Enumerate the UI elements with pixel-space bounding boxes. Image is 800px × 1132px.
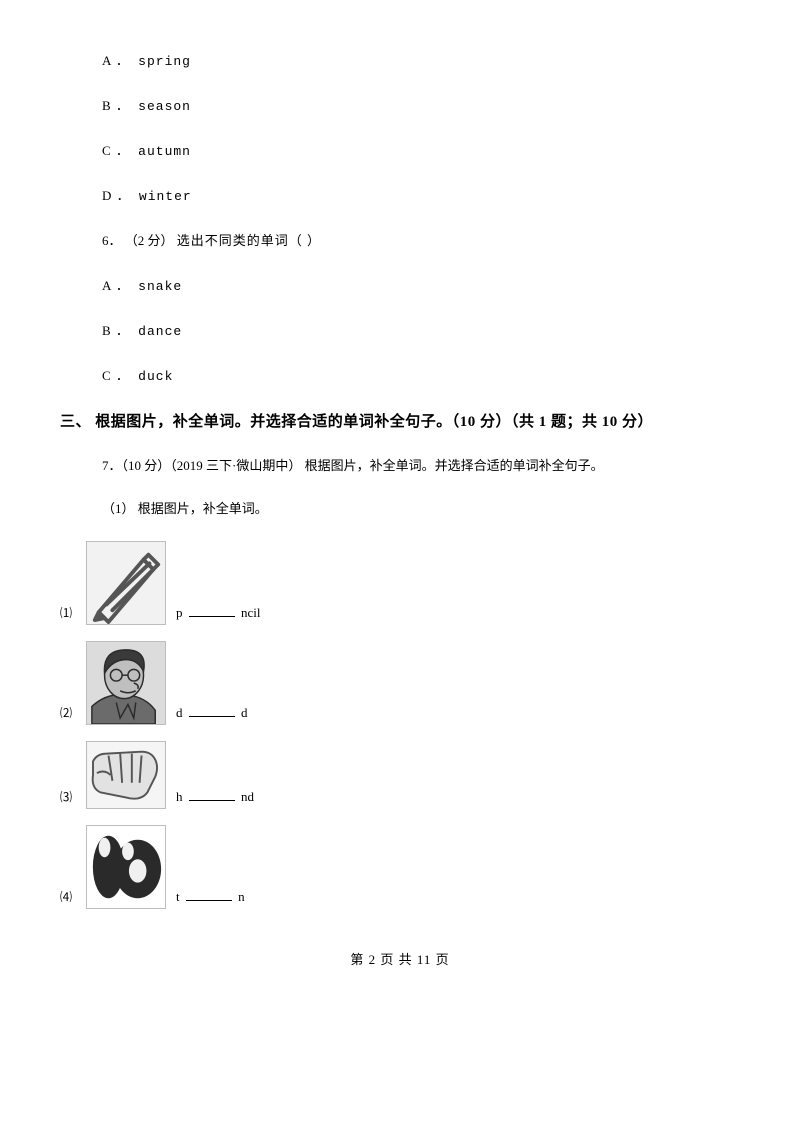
- q6-points: （2 分）: [125, 233, 174, 248]
- option-word: winter: [139, 189, 192, 204]
- hand-image: [86, 741, 166, 809]
- blank-line[interactable]: [189, 788, 235, 801]
- option-word: snake: [138, 279, 182, 294]
- q6-stem: 选出不同类的单词（ ）: [177, 233, 321, 248]
- q7-item-1: ⑴ p ncil: [60, 541, 740, 625]
- q7-item-4: ⑷ t n: [60, 825, 740, 909]
- fill-prefix: t: [176, 889, 180, 904]
- q6-option-c: C ． duck: [102, 365, 740, 384]
- q6-option-b: B ． dance: [102, 320, 740, 339]
- question-7-sub: （1） 根据图片，补全单词。: [102, 498, 740, 517]
- fill-in-blank: d d: [176, 704, 248, 721]
- option-label: A ．: [102, 53, 130, 68]
- fill-suffix: d: [241, 705, 248, 720]
- q5-option-d: D ． winter: [102, 185, 740, 204]
- q5-option-b: B ． season: [102, 95, 740, 114]
- option-word: spring: [138, 54, 191, 69]
- q5-option-a: A ． spring: [102, 50, 740, 69]
- fill-prefix: p: [176, 605, 183, 620]
- item-number: ⑶: [60, 788, 80, 805]
- q6-number: 6．: [102, 233, 122, 248]
- option-word: season: [138, 99, 191, 114]
- option-word: dance: [138, 324, 182, 339]
- fill-in-blank: h nd: [176, 788, 254, 805]
- item-number: ⑴: [60, 604, 80, 621]
- blank-line[interactable]: [186, 888, 232, 901]
- item-number: ⑵: [60, 704, 80, 721]
- question-6: 6． （2 分） 选出不同类的单词（ ）: [102, 230, 740, 249]
- fill-suffix: nd: [241, 789, 254, 804]
- question-7: 7．（10 分）（2019 三下·微山期中） 根据图片，补全单词。并选择合适的单…: [102, 455, 740, 474]
- fill-prefix: h: [176, 789, 183, 804]
- option-word: autumn: [138, 144, 191, 159]
- ten-image: [86, 825, 166, 909]
- q6-option-a: A ． snake: [102, 275, 740, 294]
- option-label: B ．: [102, 323, 130, 338]
- fill-suffix: ncil: [241, 605, 261, 620]
- man-image: [86, 641, 166, 725]
- option-word: duck: [138, 369, 173, 384]
- q7-item-2: ⑵ d d: [60, 641, 740, 725]
- pencil-image: [86, 541, 166, 625]
- fill-in-blank: t n: [176, 888, 245, 905]
- blank-line[interactable]: [189, 604, 235, 617]
- blank-line[interactable]: [189, 704, 235, 717]
- fill-in-blank: p ncil: [176, 604, 261, 621]
- section-3-heading: 三、 根据图片，补全单词。并选择合适的单词补全句子。（10 分）（共 1 题；共…: [60, 410, 740, 431]
- q7-item-3: ⑶ h nd: [60, 741, 740, 809]
- option-label: A ．: [102, 278, 130, 293]
- option-label: D ．: [102, 188, 131, 203]
- fill-prefix: d: [176, 705, 183, 720]
- page-footer: 第 2 页 共 11 页: [60, 949, 740, 968]
- option-label: C ．: [102, 143, 130, 158]
- item-number: ⑷: [60, 888, 80, 905]
- option-label: C ．: [102, 368, 130, 383]
- fill-suffix: n: [238, 889, 245, 904]
- q5-option-c: C ． autumn: [102, 140, 740, 159]
- option-label: B ．: [102, 98, 130, 113]
